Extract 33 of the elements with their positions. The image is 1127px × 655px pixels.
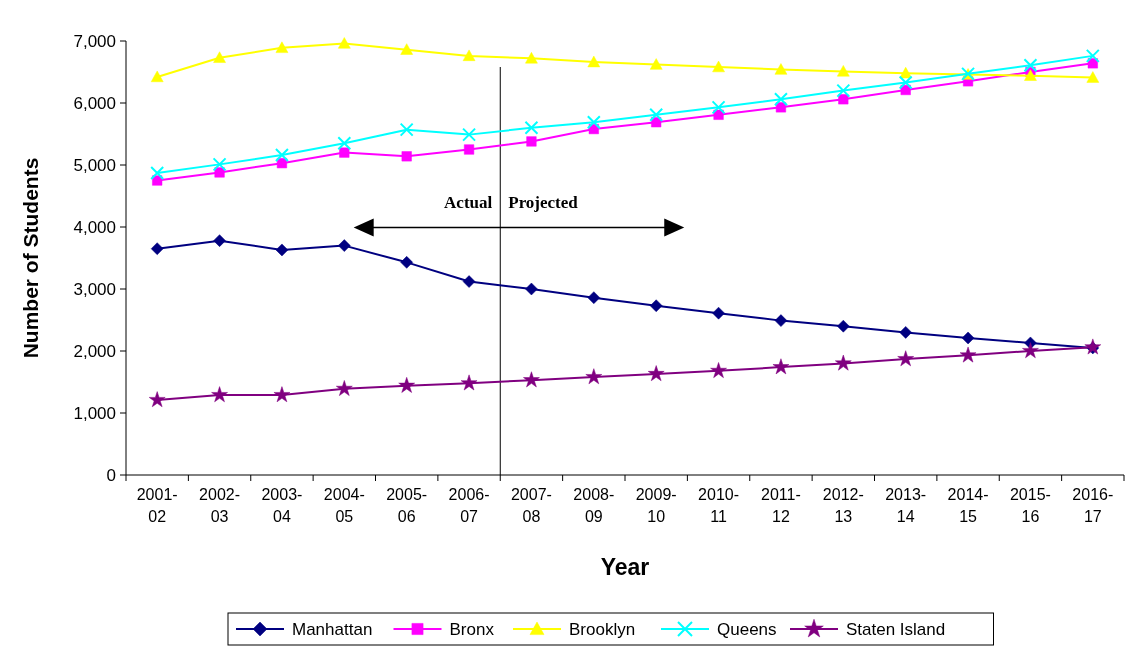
y-axis-title: Number of Students bbox=[19, 157, 42, 359]
legend-label: Queens bbox=[717, 619, 777, 639]
legend-label: Brooklyn bbox=[569, 619, 636, 639]
y-tick-label: 5,000 bbox=[73, 155, 116, 175]
x-tick-label: 2004-05 bbox=[323, 486, 365, 525]
x-tick-label: 2006-07 bbox=[448, 486, 490, 525]
legend-label: Bronx bbox=[449, 619, 495, 639]
annotation: Actual bbox=[444, 192, 493, 212]
x-tick-label: 2013-14 bbox=[885, 486, 927, 525]
x-tick-label: 2007-08 bbox=[510, 486, 552, 525]
legend-label: Manhattan bbox=[292, 619, 373, 639]
x-tick-label: 2009-10 bbox=[635, 486, 677, 525]
x-tick-label: 2002-03 bbox=[199, 486, 241, 525]
x-tick-label: 2010-11 bbox=[698, 486, 740, 525]
x-tick-label: 2014-15 bbox=[947, 486, 989, 525]
x-tick-label: 2016-17 bbox=[1072, 486, 1114, 525]
y-tick-label: 4,000 bbox=[73, 217, 116, 237]
x-tick-label: 2011-12 bbox=[761, 486, 801, 525]
y-tick-label: 7,000 bbox=[73, 31, 116, 51]
x-axis-title: Year bbox=[600, 554, 650, 580]
x-tick-label: 2005-06 bbox=[386, 486, 428, 525]
legend-label: Staten Island bbox=[846, 619, 946, 639]
x-tick-label: 2012-13 bbox=[822, 486, 864, 525]
x-tick-label: 2003-04 bbox=[261, 486, 303, 525]
x-tick-label: 2001-02 bbox=[136, 486, 178, 525]
annotation: Projected bbox=[508, 192, 579, 212]
x-tick-label: 2015-16 bbox=[1009, 486, 1051, 525]
y-tick-label: 0 bbox=[106, 465, 116, 485]
x-tick-label: 2008-09 bbox=[573, 486, 615, 525]
y-tick-label: 6,000 bbox=[73, 93, 116, 113]
y-tick-label: 1,000 bbox=[73, 403, 116, 423]
y-tick-label: 2,000 bbox=[73, 341, 116, 361]
y-tick-label: 3,000 bbox=[73, 279, 116, 299]
